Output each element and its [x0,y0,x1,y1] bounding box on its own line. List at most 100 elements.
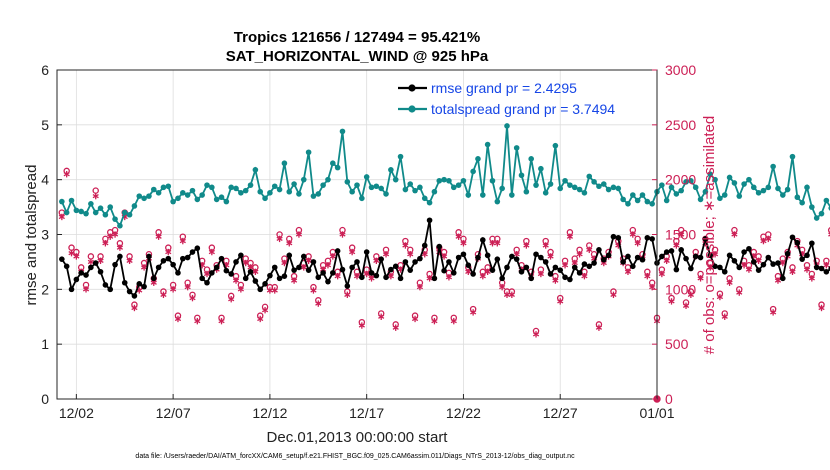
obs-assimilated-point [68,249,75,257]
totalspread-point [63,209,70,216]
obs-assimilated-point [779,259,786,267]
obs-assimilated-point [770,309,777,316]
rmse-point [523,264,530,271]
obs-assimilated-point [339,231,346,238]
obs-assimilated-point [131,304,138,312]
totalspread-point [547,181,554,187]
totalspread-point [262,195,268,202]
rmse-point [659,253,665,260]
totalspread-point [678,187,684,194]
totalspread-point [513,145,520,151]
obs-assimilated-point [445,274,453,281]
totalspread-point [155,190,162,196]
rmse-point [741,249,747,255]
totalspread-point [683,179,689,185]
totalspread-point [339,128,346,135]
x-tick-label-3: 12/17 [349,405,384,421]
totalspread-point [199,192,205,198]
rmse-point [141,283,147,290]
obs-assimilated-point [465,268,472,275]
obs-assimilated-point [174,315,182,323]
obs-assimilated-point [87,258,94,266]
totalspread-point [480,192,486,198]
x-tick-label-5: 12/27 [543,405,578,421]
totalspread-point [784,186,791,193]
obs-assimilated-point [58,213,65,221]
totalspread-point [475,156,481,162]
obs-assimilated-point [315,300,322,307]
obs-assimilated-point [595,324,603,331]
totalspread-point [688,177,694,184]
obs-assimilated-point [102,240,109,247]
rmse-point [412,259,418,265]
totalspread-point [392,176,399,183]
totalspread-point [557,185,564,192]
legend: rmse grand pr = 2.4295 totalspread grand… [398,80,615,117]
obs-assimilated-point [416,283,423,291]
rmse-point [760,261,767,268]
totalspread-point [625,200,631,207]
totalspread-point [354,182,360,188]
rmse-point [209,270,215,276]
obs-assimilated-point [281,259,288,267]
rmse-point [731,258,738,264]
totalspread-point [180,190,186,196]
obs-assimilated-point [532,331,540,338]
totalspread-point [213,196,220,203]
totalspread-point [305,149,312,156]
totalspread-point [223,198,230,205]
rmse-point [586,263,593,270]
totalspread-point [73,207,80,214]
obs-assimilated-point [411,315,419,323]
totalspread-point [131,203,138,209]
totalspread-point [184,192,191,198]
totalspread-point [441,176,447,183]
rmse-point [320,270,326,276]
totalspread-point [368,184,375,191]
totalspread-point [281,160,288,167]
rmse-point [518,268,525,275]
totalspread-point [571,184,578,191]
obs-assimilated-point [581,272,588,280]
rmse-point [121,279,128,286]
obs-assimilated-point [774,277,782,284]
rmse-point [388,266,394,273]
totalspread-point [518,172,525,179]
rmse-point [160,258,167,264]
rmse-point [431,275,438,282]
rmse-point [131,293,138,299]
obs-assimilated-point [561,262,569,269]
obs-assimilated-point [368,275,375,282]
totalspread-point [581,190,588,196]
rmse-point [581,261,588,267]
y-axis-label-left: rmse and totalspread [23,165,40,306]
totalspread-point [770,163,776,170]
totalspread-point [88,200,94,207]
obs-assimilated-point [426,275,433,282]
y-left-tick-label-2: 2 [41,281,49,297]
x-axis-label: Dec.01,2013 00:00:00 start [267,429,449,446]
obs-assimilated-point [344,291,351,299]
rmse-point [533,251,539,258]
totalspread-point [78,208,84,215]
totalspread-point [794,194,801,201]
rmse-point [421,242,428,249]
obs-assimilated-point [455,233,462,240]
obs-assimilated-point [499,283,506,291]
rmse-point [59,256,65,262]
obs-assimilated-point [184,283,191,291]
legend-label-rmse: rmse grand pr = 2.4295 [431,80,577,96]
rmse-point [663,249,670,255]
rmse-point [712,263,718,270]
totalspread-point [610,184,617,191]
totalspread-point [804,184,810,191]
totalspread-point [668,184,675,191]
obs-assimilated-point [745,266,753,273]
rmse-point [552,264,559,271]
obs-possible-point [92,187,99,194]
rmse-point [557,267,564,273]
y-left-tick-label-1: 1 [41,336,49,352]
totalspread-point [717,195,723,202]
totalspread-point [310,193,317,199]
totalspread-point [605,186,612,193]
